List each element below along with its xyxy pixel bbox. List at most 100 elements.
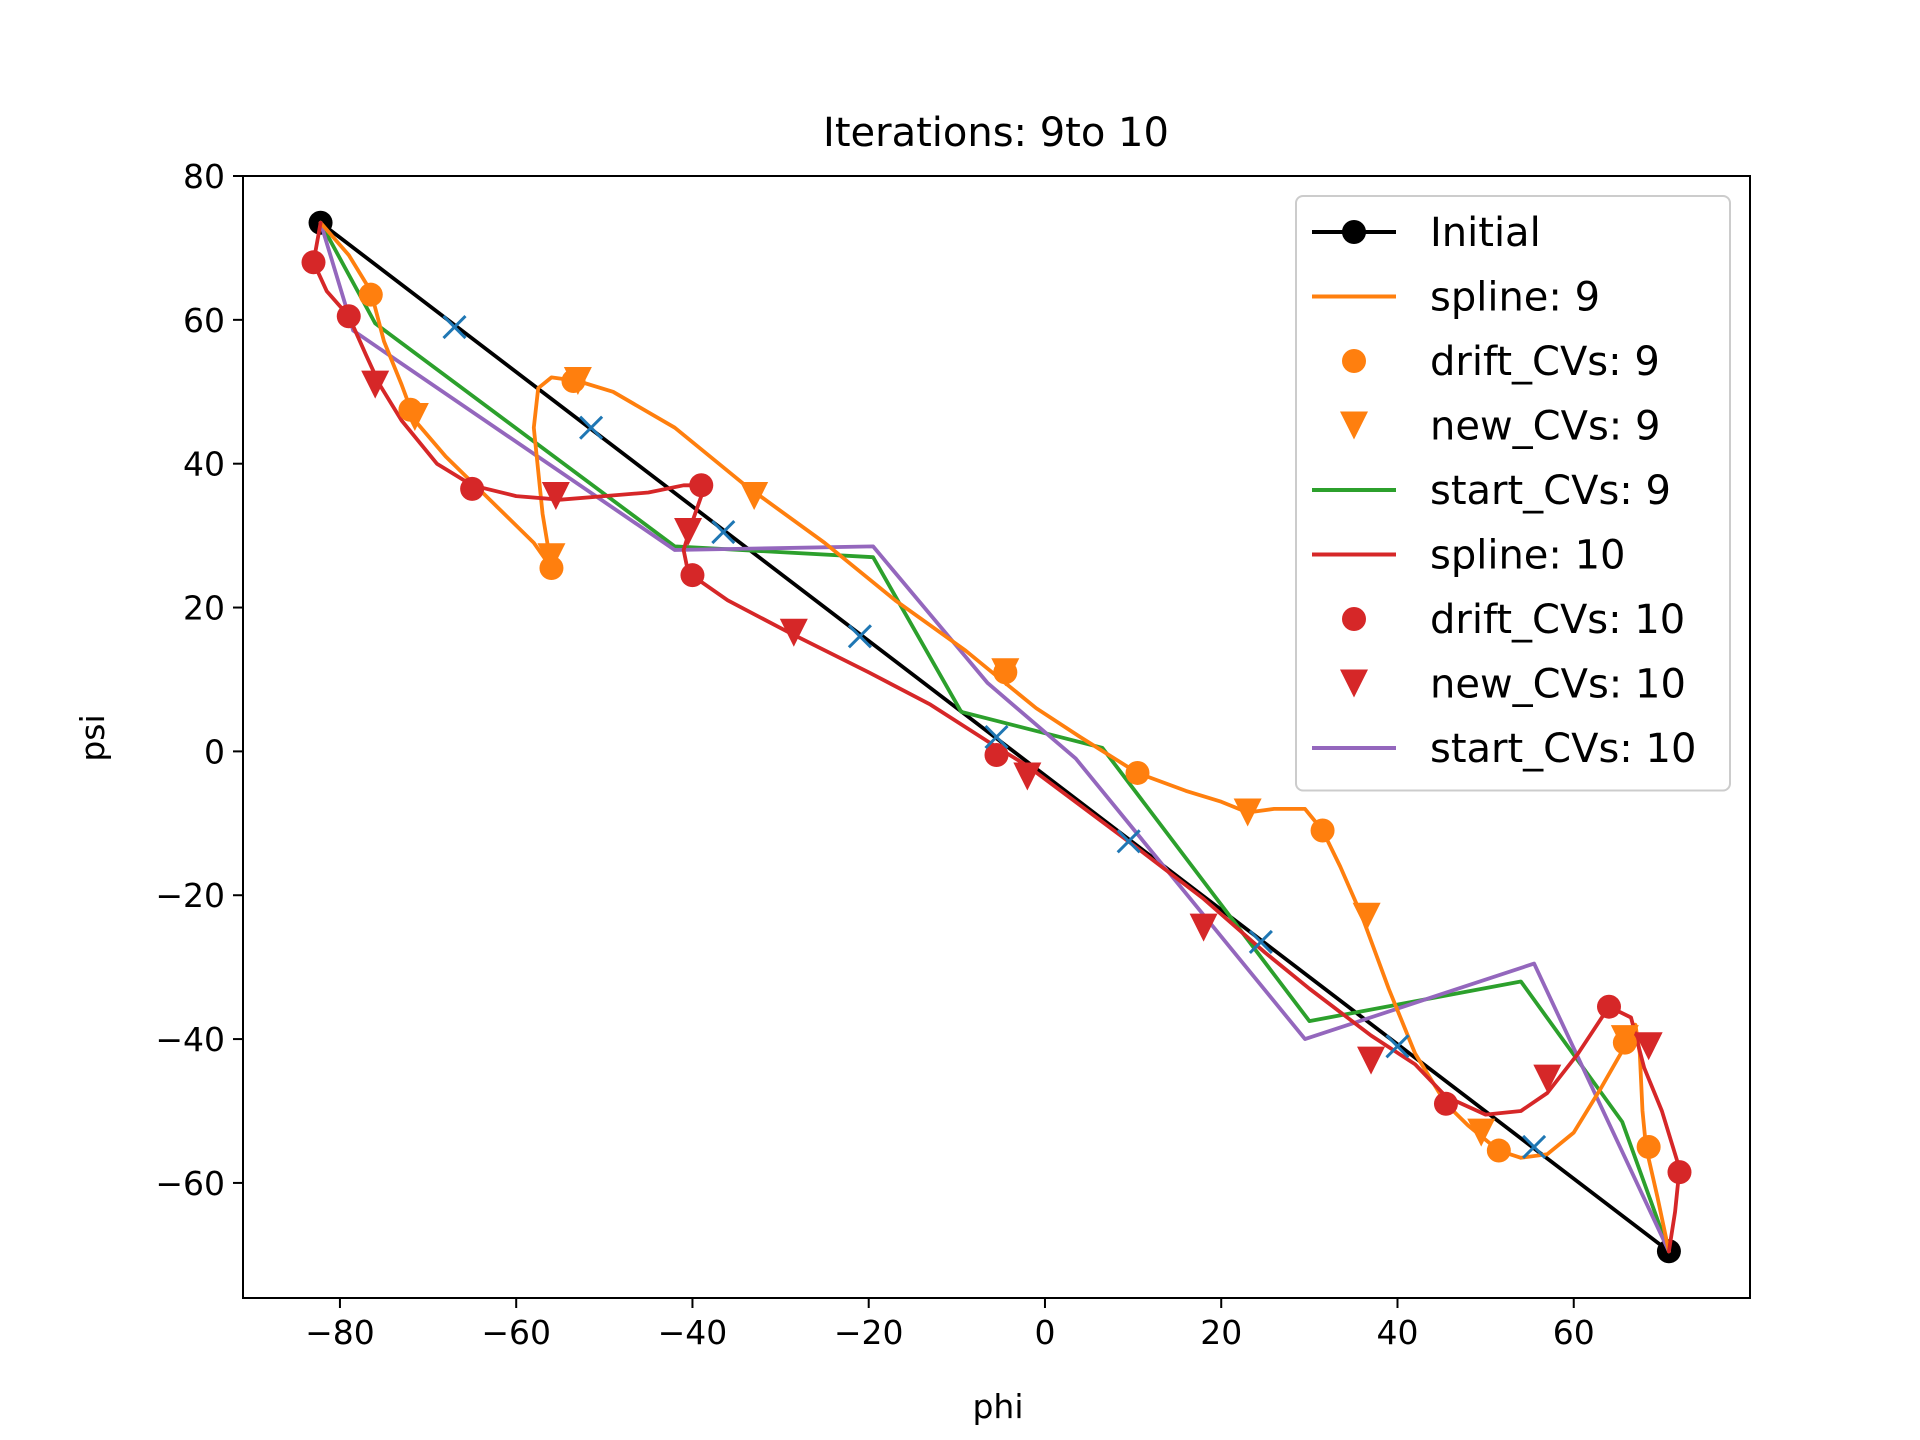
x-tick-label: −80 [305,1313,375,1352]
y-tick-label: 40 [183,445,225,484]
series-line-start-cvs-10 [318,220,1671,1254]
data-point-path-crosses [984,724,1009,750]
data-point-drift-cvs-9 [1310,818,1335,843]
x-tick-label: 0 [1034,1313,1055,1352]
series-start-cvs-9 [318,220,1671,1254]
data-point-drift-cvs-10 [1596,994,1621,1019]
x-tick-label: 40 [1376,1313,1418,1352]
data-point-new-cvs-10 [541,482,570,511]
y-tick-label: 0 [204,732,225,771]
legend-entry-initial: Initial [1312,210,1541,256]
data-point-path-crosses-stroke-b [1522,1134,1547,1160]
data-point-new-cvs-10 [1533,1064,1562,1093]
data-point-path-crosses-stroke-b [984,724,1009,750]
data-point-path-crosses [1522,1134,1547,1160]
data-point-drift-cvs-10 [984,742,1009,767]
data-point-drift-cvs-10 [689,473,714,498]
data-point-drift-cvs-10 [1433,1091,1458,1116]
legend-entry-spline-9: spline: 9 [1312,275,1600,321]
data-point-path-crosses-stroke-b [579,415,604,440]
legend-swatch-marker [1340,411,1368,440]
data-point-drift-cvs-10 [680,563,705,588]
series-drift-cvs-10 [301,250,1692,1185]
legend-swatch-marker [1342,607,1366,631]
data-point-new-cvs-9 [1467,1118,1496,1147]
legend-swatch-marker [1342,220,1366,244]
data-point-new-cvs-10 [779,618,808,647]
data-point-new-cvs-10 [361,370,390,399]
x-tick-label: −20 [834,1313,904,1352]
data-point-new-cvs-10 [674,518,703,547]
legend-entry-drift-cvs-10: drift_CVs: 10 [1342,597,1685,643]
legend-label: new_CVs: 10 [1430,662,1686,708]
data-point-new-cvs-9 [1610,1025,1639,1054]
plot-area [301,210,1692,1264]
legend-label: new_CVs: 9 [1430,404,1660,450]
data-point-path-crosses-stroke-b [847,624,872,649]
legend-entry-new-cvs-10: new_CVs: 10 [1340,662,1686,708]
series-new-cvs-9 [400,366,1639,1147]
legend-entry-drift-cvs-9: drift_CVs: 9 [1342,339,1660,385]
x-tick-label: −40 [658,1313,728,1352]
y-tick-label: 60 [183,301,225,340]
data-point-path-crosses-stroke-b [1248,929,1273,955]
data-point-new-cvs-10 [1634,1032,1663,1061]
data-point-new-cvs-9 [991,658,1020,687]
data-point-new-cvs-9 [537,543,566,572]
data-point-drift-cvs-10 [336,304,361,329]
series-line-spline-10 [311,220,1682,1254]
axes: −80 −60 −40 −20 0 20 40 60 −60 −40 −20 0 20 40 60 80 [155,157,1751,1352]
y-tick-label: −60 [155,1164,225,1203]
data-point-drift-cvs-9 [358,282,383,307]
data-point-path-crosses-stroke-b [711,519,736,545]
series-line-start-cvs-9 [318,220,1671,1254]
data-point-path-crosses-stroke-b [442,314,467,340]
plot-frame [242,175,1751,1299]
data-point-path-crosses [579,415,604,440]
y-axis-label: psi [73,714,112,761]
data-point-new-cvs-10 [1357,1046,1386,1075]
y-tick-label: −40 [155,1020,225,1059]
x-tick-label: −60 [481,1313,551,1352]
data-point-new-cvs-9 [563,366,592,395]
series-spline-10 [311,220,1682,1254]
legend-label: start_CVs: 9 [1430,468,1671,514]
legend-label: start_CVs: 10 [1430,726,1696,772]
data-point-drift-cvs-10 [460,476,485,501]
data-point-path-crosses-stroke-b [1116,829,1141,854]
data-point-new-cvs-10 [1189,913,1218,942]
y-tick-label: −20 [155,876,225,915]
legend-entry-spline-10: spline: 10 [1312,533,1626,579]
data-point-path-crosses [1116,829,1141,854]
data-point-drift-cvs-9 [1636,1134,1661,1159]
data-point-new-cvs-9 [400,402,429,431]
y-tick-label: 80 [183,157,225,196]
data-point-path-crosses [711,519,736,545]
data-point-drift-cvs-10 [301,250,326,275]
data-point-path-crosses [1248,929,1273,955]
x-axis-label: phi [972,1387,1023,1426]
chart-title: Iterations: 9to 10 [823,110,1169,156]
data-point-drift-cvs-9 [1125,760,1150,785]
data-point-new-cvs-9 [740,482,769,511]
legend-label: spline: 9 [1430,275,1600,321]
data-point-path-crosses [1385,1034,1410,1059]
data-point-path-crosses [442,314,467,340]
data-point-new-cvs-10 [1013,762,1042,791]
x-tick-label: 20 [1200,1313,1242,1352]
legend-entry-new-cvs-9: new_CVs: 9 [1340,404,1660,450]
legend-swatch-marker [1340,669,1368,698]
y-tick-label: 20 [183,589,225,628]
legend-label: spline: 10 [1430,533,1626,579]
series-path-crosses [442,314,1547,1160]
series-start-cvs-10 [318,220,1671,1254]
legend-label: drift_CVs: 9 [1430,339,1660,385]
data-point-new-cvs-9 [1233,798,1262,827]
legend-swatch-marker [1342,349,1366,373]
data-point-path-crosses-stroke-b [1385,1034,1410,1059]
series-new-cvs-10 [361,370,1663,1093]
legend: Initial spline: 9 drift_CVs: 9 new_CVs: 9 st… [1295,195,1731,792]
x-tick-label: 60 [1553,1313,1595,1352]
